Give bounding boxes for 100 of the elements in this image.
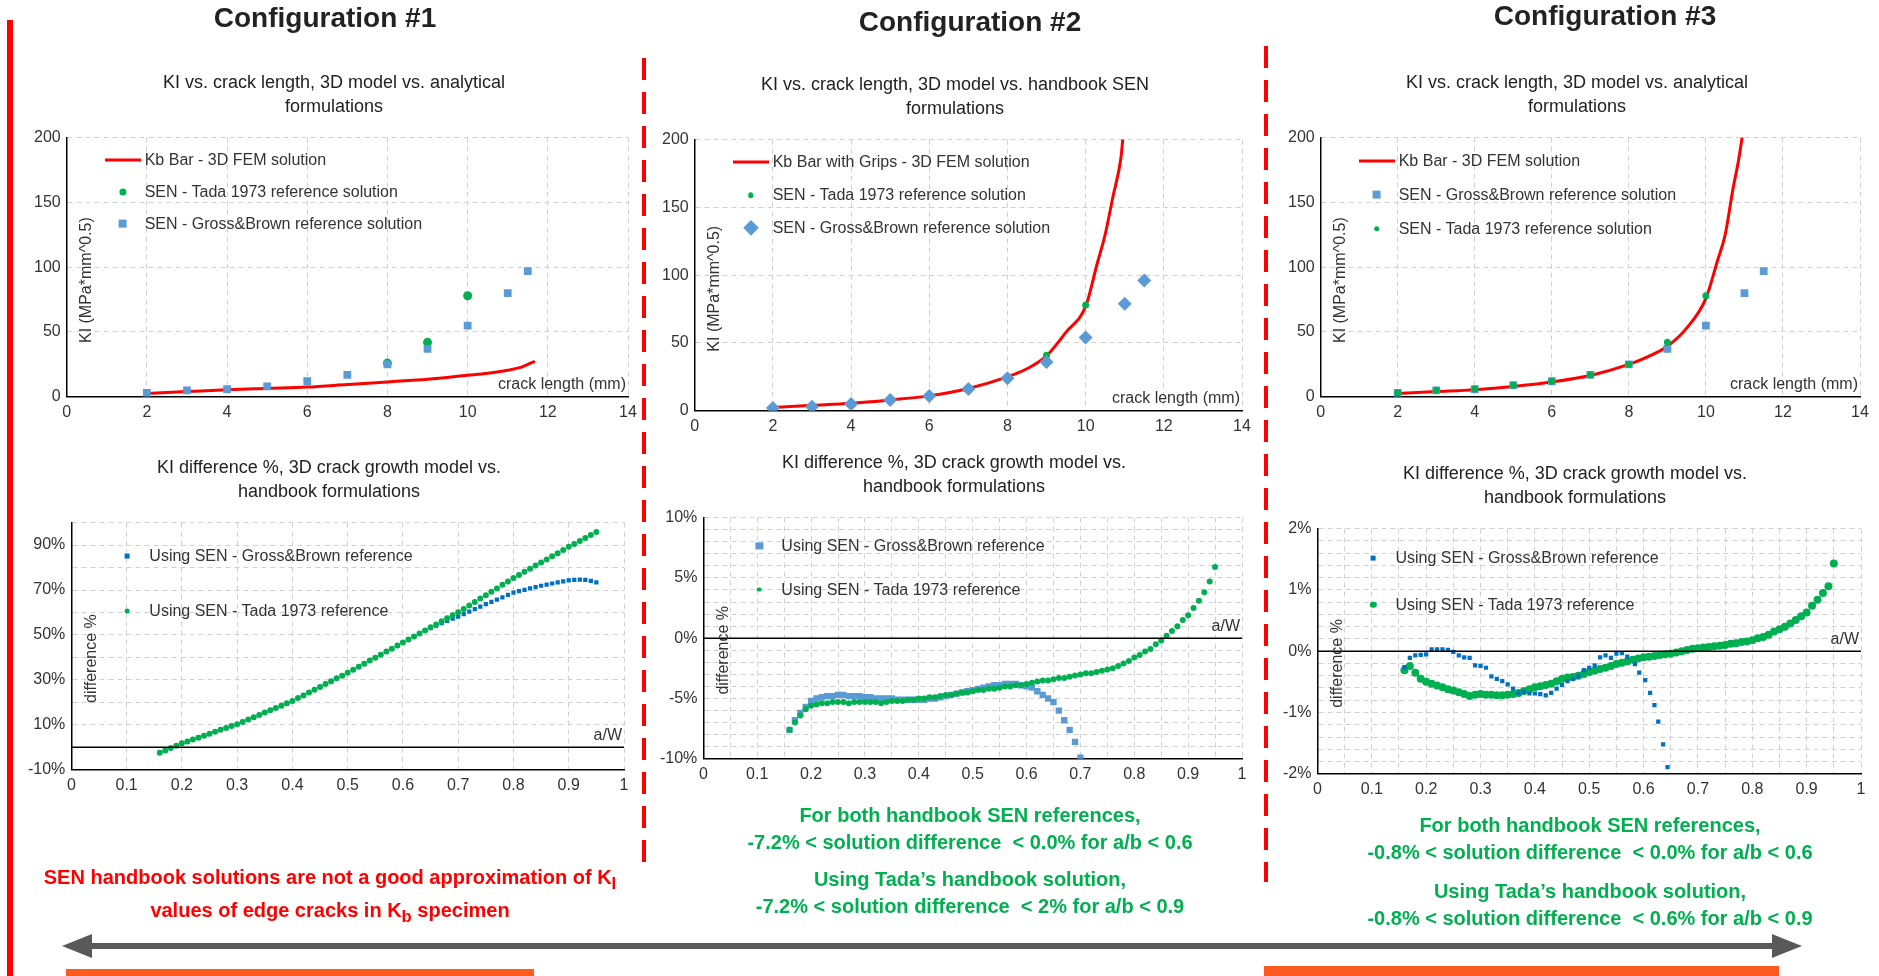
y-tick-label: 1% (1288, 580, 1312, 598)
y-tick-label: 10% (33, 715, 66, 733)
y-tick-label: 50% (33, 625, 66, 643)
x-tick-label: 0.9 (1177, 764, 1200, 782)
y-tick-label: 2% (1288, 519, 1312, 537)
y-tick-label: 50 (670, 333, 689, 351)
x-tick-label: 0.4 (907, 764, 931, 782)
x-axis-title: a/W (1211, 616, 1241, 634)
x-tick-label: 8 (1002, 416, 1012, 434)
text: For both handbook SEN references, -7.2% < solution difference < 0.0% for a/b < 0.6 (746, 803, 1194, 855)
y-tick-label: 0% (674, 628, 698, 646)
x-tick-label: 0.4 (1523, 779, 1547, 797)
y-tick-label: 50 (1296, 322, 1315, 340)
y-tick-label: 90% (33, 535, 66, 553)
x-tick-label: 8 (382, 402, 392, 420)
x-tick-label: 0.2 (170, 775, 194, 793)
x-tick-label: 1 (1237, 764, 1247, 782)
y-tick-label: 150 (33, 192, 61, 210)
chart-title: KI vs. crack length, 3D model vs. handbook SEN formulations (759, 73, 1151, 120)
legend-label: Using SEN - Tada 1973 reference (1395, 596, 1635, 615)
x-tick-label: 4 (222, 402, 232, 420)
x-tick-label: 12 (538, 402, 557, 420)
x-tick-label: 0.8 (1741, 779, 1764, 797)
y-tick-label: -1% (1283, 702, 1312, 720)
legend-label: Kb Bar - 3D FEM solution (144, 150, 327, 169)
x-tick-label: 2 (768, 416, 778, 434)
y-axis-title: KI (MPa*mm^0.5) (705, 225, 723, 352)
y-tick-label: -2% (1283, 764, 1312, 782)
y-tick-label: 200 (33, 128, 61, 146)
y-tick-label: 100 (33, 257, 61, 275)
x-tick-label: 12 (1774, 402, 1792, 420)
y-tick-label: -10% (659, 749, 698, 767)
y-axis-title: difference % (713, 605, 731, 695)
y-tick-label: 200 (661, 130, 689, 148)
x-tick-label: 12 (1154, 416, 1173, 434)
x-tick-label: 14 (1233, 416, 1251, 434)
y-tick-label: 0 (51, 387, 61, 405)
x-tick-label: 4 (846, 416, 856, 434)
x-axis-title: crack length (mm) (1111, 389, 1240, 407)
x-axis-title: a/W (593, 725, 623, 743)
x-tick-label: 0.6 (1632, 779, 1655, 797)
y-tick-label: 100 (1287, 257, 1315, 275)
text: For both handbook SEN references, -0.8% < solution difference < 0.0% for a/b < 0.6 (1366, 813, 1814, 865)
x-tick-label: 6 (924, 416, 934, 434)
x-tick-label: 0.2 (799, 764, 823, 782)
x-tick-label: 2 (142, 402, 152, 420)
x-tick-label: 2 (1393, 402, 1403, 420)
x-tick-label: 0.2 (1415, 779, 1438, 797)
x-tick-label: 0.8 (1123, 764, 1146, 782)
x-tick-label: 0.9 (557, 775, 580, 793)
text: Configuration #3 (1492, 0, 1718, 32)
chart-title: KI difference %, 3D crack growth model vs. handbook formulations (156, 456, 502, 503)
y-axis-title: difference % (81, 614, 99, 703)
legend-label: Using SEN - Gross&Brown reference (149, 547, 413, 566)
x-tick-label: 0.4 (281, 775, 304, 793)
y-tick-label: 0% (1288, 641, 1312, 659)
x-tick-label: 14 (619, 402, 637, 420)
y-axis-title: difference % (1327, 619, 1345, 708)
legend-label: SEN - Tada 1973 reference solution (144, 182, 398, 201)
x-tick-label: 8 (1624, 402, 1634, 420)
x-tick-label: 6 (1547, 402, 1557, 420)
x-tick-label: 1 (1856, 779, 1866, 797)
legend-label: Using SEN - Tada 1973 reference (149, 602, 389, 621)
legend-label: SEN - Gross&Brown reference solution (772, 219, 1051, 238)
y-tick-label: 100 (661, 265, 689, 283)
legend-label: Using SEN - Gross&Brown reference (1395, 549, 1659, 568)
legend-label: SEN - Gross&Brown reference solution (144, 214, 423, 233)
x-tick-label: 0.3 (1469, 779, 1492, 797)
y-tick-label: 50 (42, 322, 61, 340)
x-tick-label: 0.7 (447, 775, 470, 793)
y-tick-label: 150 (1287, 192, 1315, 210)
chart-title: KI difference %, 3D crack growth model vs. handbook formulations (1402, 462, 1748, 509)
legend-label: Using SEN - Tada 1973 reference (781, 580, 1021, 599)
y-tick-label: 200 (1287, 128, 1315, 146)
x-tick-label: 4 (1470, 402, 1480, 420)
legend-label: SEN - Gross&Brown reference solution (1398, 185, 1677, 204)
x-tick-label: 0.5 (336, 775, 359, 793)
x-axis-title: crack length (mm) (497, 375, 626, 393)
x-tick-label: 0.3 (226, 775, 249, 793)
x-tick-label: 0.1 (746, 764, 769, 782)
x-tick-label: 1 (619, 775, 629, 793)
x-tick-label: 0.6 (1015, 764, 1038, 782)
chart-title: KI difference %, 3D crack growth model vs. handbook formulations (781, 451, 1127, 498)
legend-label: Kb Bar - 3D FEM solution (1398, 151, 1581, 170)
x-tick-label: 14 (1851, 402, 1869, 420)
y-tick-label: -10% (27, 760, 66, 778)
text: Using Tada’s handbook solution, -0.8% < solution difference < 0.6% for a/b < 0.9 (1366, 879, 1814, 931)
x-tick-label: 10 (1076, 416, 1095, 434)
text: Configuration #1 (212, 2, 438, 34)
y-tick-label: 0 (1305, 387, 1315, 405)
x-tick-label: 0.1 (115, 775, 138, 793)
text: SEN handbook solutions are not a good approximation of K$_{I}$ values of edge cracks in K$_{b}$ specimen (43, 866, 617, 926)
legend-label: Using SEN - Gross&Brown reference (781, 536, 1045, 555)
x-tick-label: 0.1 (1360, 779, 1384, 797)
x-tick-label: 0.5 (961, 764, 984, 782)
x-tick-label: 0.9 (1795, 779, 1818, 797)
y-tick-label: 70% (33, 580, 66, 598)
x-axis-title: crack length (mm) (1729, 375, 1858, 393)
y-tick-label: 30% (33, 670, 66, 688)
y-tick-label: 150 (661, 197, 689, 215)
